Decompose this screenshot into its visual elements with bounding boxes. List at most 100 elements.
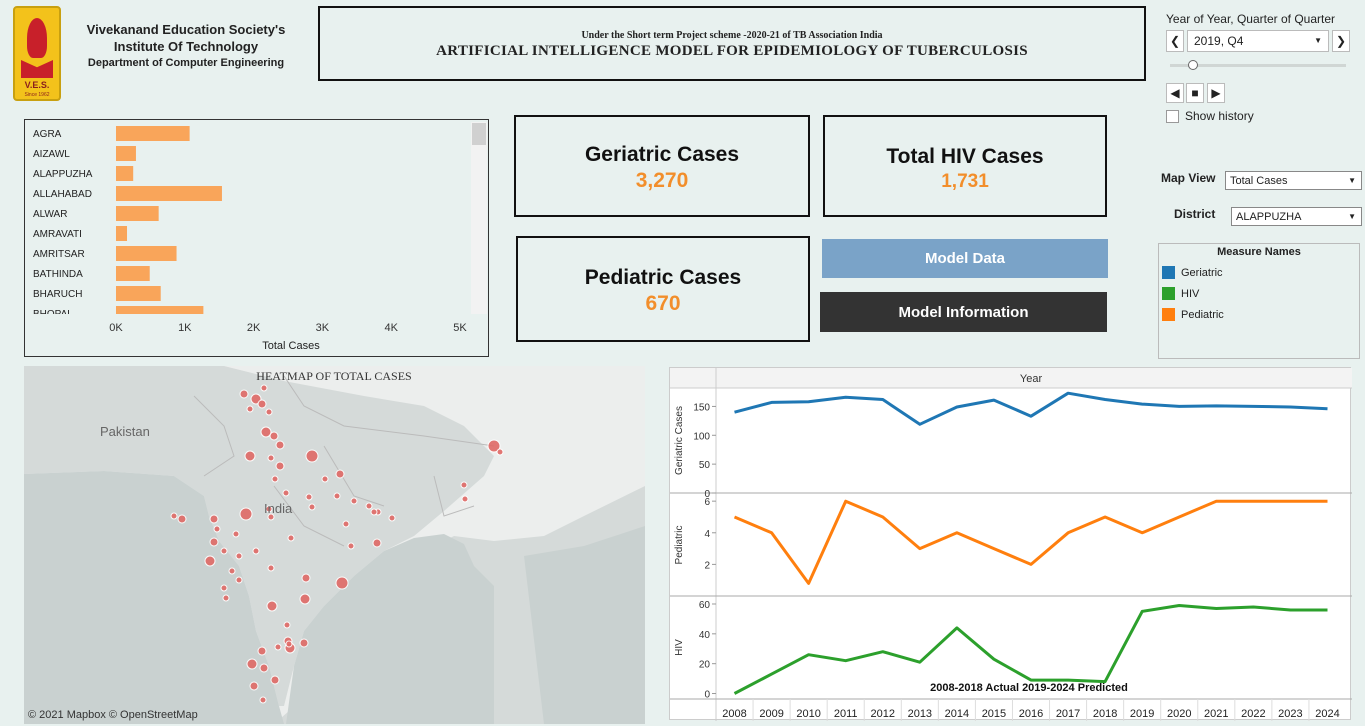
series-line[interactable] [733, 604, 1328, 695]
show-history-label[interactable]: Show history [1185, 109, 1254, 123]
bar[interactable] [116, 166, 134, 181]
bar[interactable] [116, 306, 204, 321]
bar[interactable] [116, 266, 150, 281]
map-point[interactable] [259, 663, 269, 673]
map-point[interactable] [265, 505, 273, 513]
map-point[interactable] [308, 503, 316, 511]
map-point[interactable] [267, 454, 275, 462]
map-point[interactable] [287, 534, 295, 542]
sea-region [524, 526, 645, 724]
map-point[interactable] [235, 552, 243, 560]
map-point[interactable] [347, 542, 355, 550]
map-point[interactable] [177, 514, 187, 524]
series-line[interactable] [734, 391, 1328, 426]
map-point[interactable] [283, 621, 291, 629]
bar[interactable] [116, 206, 159, 221]
map-point[interactable] [267, 513, 275, 521]
map-point[interactable] [235, 576, 243, 584]
map-attribution[interactable]: © 2021 Mapbox © OpenStreetMap [28, 709, 198, 721]
map-point[interactable] [496, 448, 504, 456]
map-point[interactable] [232, 530, 240, 538]
map-point[interactable] [204, 555, 216, 567]
map-point[interactable] [270, 675, 280, 685]
year-slider-track[interactable] [1170, 64, 1346, 67]
map-point[interactable] [299, 593, 311, 605]
map-point[interactable] [170, 512, 178, 520]
heatmap-svg[interactable]: HEATMAP OF TOTAL CASES Pakistan India © … [24, 366, 645, 724]
year-slider-handle[interactable] [1188, 60, 1198, 70]
bar[interactable] [116, 126, 190, 141]
map-point[interactable] [269, 431, 279, 441]
play-back-button[interactable]: ◀ [1166, 83, 1184, 103]
map-point[interactable] [228, 567, 236, 575]
map-point[interactable] [244, 450, 256, 462]
model-data-button[interactable]: Model Data [822, 239, 1108, 278]
model-info-button[interactable]: Model Information [820, 292, 1107, 332]
map-point[interactable] [305, 449, 319, 463]
map-point[interactable] [220, 584, 228, 592]
map-point[interactable] [275, 461, 285, 471]
map-point[interactable] [259, 696, 267, 704]
map-point[interactable] [388, 514, 396, 522]
map-point[interactable] [252, 547, 260, 555]
year-prev-button[interactable]: ❮ [1166, 30, 1184, 52]
district-select[interactable]: ALAPPUZHA ▼ [1231, 207, 1362, 226]
map-point[interactable] [305, 493, 313, 501]
bar[interactable] [116, 226, 128, 241]
map-point[interactable] [260, 426, 272, 438]
map-point[interactable] [213, 525, 221, 533]
map-point[interactable] [246, 658, 258, 670]
series-line[interactable] [733, 499, 1328, 585]
map-point[interactable] [342, 520, 350, 528]
map-point[interactable] [350, 497, 358, 505]
map-point[interactable] [257, 646, 267, 656]
map-point[interactable] [271, 475, 279, 483]
map-point[interactable] [265, 408, 273, 416]
map-point[interactable] [372, 538, 382, 548]
map-point[interactable] [260, 384, 268, 392]
map-point[interactable] [274, 643, 282, 651]
map-point[interactable] [257, 399, 267, 409]
map-point[interactable] [299, 638, 309, 648]
heatmap-panel[interactable]: HEATMAP OF TOTAL CASES Pakistan India © … [24, 366, 645, 724]
map-point[interactable] [335, 576, 349, 590]
legend-item-pediatric[interactable]: Pediatric [1162, 308, 1359, 321]
map-point[interactable] [487, 439, 501, 453]
map-point[interactable] [370, 508, 378, 516]
bar[interactable] [116, 286, 161, 301]
geriatric-card: Geriatric Cases 3,270 [514, 115, 810, 217]
map-point[interactable] [275, 440, 285, 450]
map-point[interactable] [285, 640, 293, 648]
map-point[interactable] [220, 547, 228, 555]
map-point[interactable] [246, 405, 254, 413]
map-point[interactable] [267, 564, 275, 572]
map-point[interactable] [266, 600, 278, 612]
bar[interactable] [116, 246, 177, 261]
scrollbar-track[interactable] [471, 122, 487, 314]
map-point[interactable] [460, 481, 468, 489]
bar[interactable] [116, 186, 222, 201]
map-point[interactable] [209, 537, 219, 547]
map-point[interactable] [333, 492, 341, 500]
scrollbar-thumb[interactable] [472, 123, 486, 145]
map-point[interactable] [365, 502, 373, 510]
map-point[interactable] [335, 469, 345, 479]
show-history-checkbox[interactable] [1166, 110, 1179, 123]
legend-item-geriatric[interactable]: Geriatric [1162, 266, 1359, 279]
map-point[interactable] [222, 594, 230, 602]
map-point[interactable] [239, 507, 253, 521]
legend-item-hiv[interactable]: HIV [1162, 287, 1359, 300]
map-point[interactable] [239, 389, 249, 399]
play-forward-button[interactable]: ▶ [1207, 83, 1225, 103]
map-point[interactable] [249, 681, 259, 691]
bar[interactable] [116, 146, 136, 161]
map-point[interactable] [282, 489, 290, 497]
map-view-select[interactable]: Total Cases ▼ [1225, 171, 1362, 190]
map-point[interactable] [321, 475, 329, 483]
year-select[interactable]: 2019, Q4 ▼ [1187, 30, 1329, 52]
map-point[interactable] [209, 514, 219, 524]
year-next-button[interactable]: ❯ [1332, 30, 1350, 52]
play-stop-button[interactable]: ■ [1186, 83, 1204, 103]
map-point[interactable] [301, 573, 311, 583]
map-point[interactable] [461, 495, 469, 503]
